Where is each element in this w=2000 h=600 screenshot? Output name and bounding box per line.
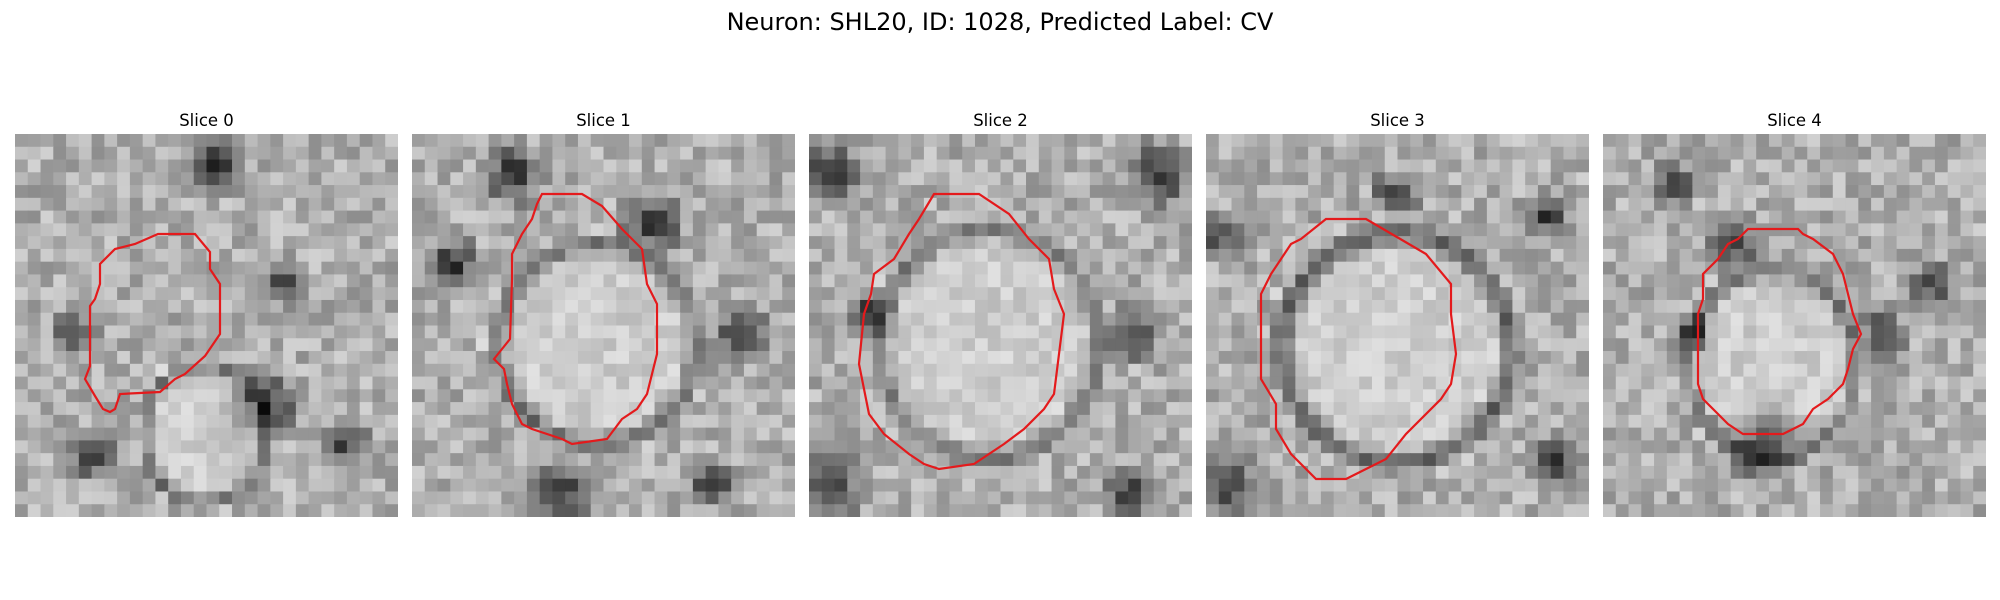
segmentation-contour-0	[83, 232, 222, 414]
slice-title-2: Slice 2	[973, 111, 1028, 130]
segmentation-contour-2	[857, 192, 1066, 471]
slice-image-3	[1206, 134, 1589, 517]
slice-title-3: Slice 3	[1370, 111, 1425, 130]
slice-image-2	[809, 134, 1192, 517]
segmentation-contour-3	[1259, 217, 1458, 481]
slice-title-1: Slice 1	[576, 111, 631, 130]
segmentation-contour-1	[492, 192, 659, 446]
pixel-grid-3	[1206, 134, 1589, 517]
slice-panel-1: Slice 1	[412, 108, 795, 517]
figure-title: Neuron: SHL20, ID: 1028, Predicted Label…	[726, 8, 1274, 36]
pixel-grid-4	[1603, 134, 1986, 517]
slice-panel-2: Slice 2	[809, 108, 1192, 517]
slice-panel-0: Slice 0	[15, 108, 398, 517]
slice-image-0	[15, 134, 398, 517]
slice-title-0: Slice 0	[179, 111, 234, 130]
slice-image-4	[1603, 134, 1986, 517]
slice-panel-3: Slice 3	[1206, 108, 1589, 517]
slice-panel-4: Slice 4	[1603, 108, 1986, 517]
pixel-grid-0	[15, 134, 398, 517]
slice-image-1	[412, 134, 795, 517]
pixel-grid-1	[412, 134, 795, 517]
slice-title-4: Slice 4	[1767, 111, 1822, 130]
segmentation-contour-4	[1696, 227, 1863, 436]
pixel-grid-2	[809, 134, 1192, 517]
